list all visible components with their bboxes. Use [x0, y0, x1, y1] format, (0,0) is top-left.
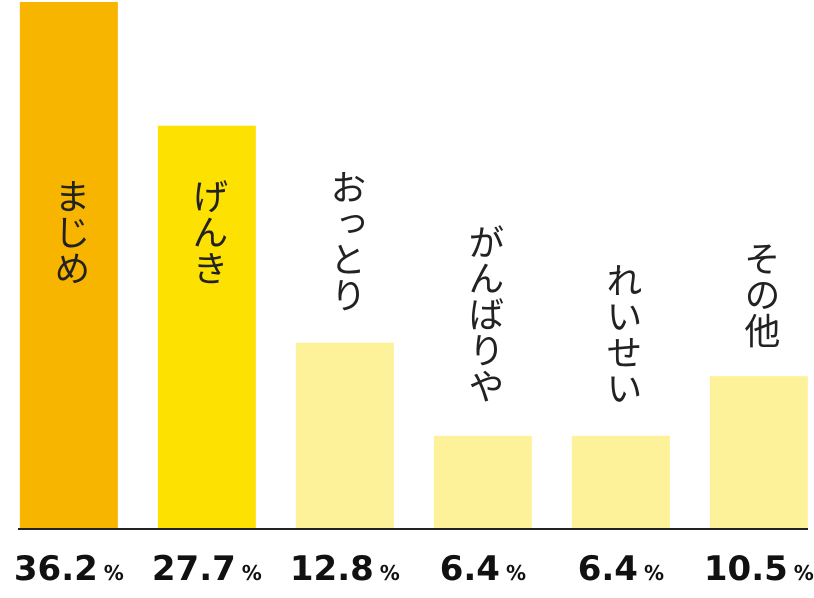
category-label: げんき: [186, 178, 227, 286]
value-label: 12.8%: [290, 549, 400, 589]
category-label: れいせい: [600, 262, 641, 406]
category-label: おっとり: [324, 169, 365, 313]
value-label: 6.4%: [578, 549, 664, 589]
value-label: 36.2%: [14, 549, 124, 589]
value-label: 27.7%: [152, 549, 262, 589]
bar: [433, 435, 532, 529]
category-label: がんばりや: [462, 224, 503, 404]
bar: [295, 342, 394, 529]
bar: [709, 376, 808, 529]
bar: [571, 435, 670, 529]
bar: [157, 125, 256, 529]
value-label: 6.4%: [440, 549, 526, 589]
value-label: 10.5%: [704, 549, 814, 589]
category-label: その他: [738, 240, 780, 348]
bar: [19, 2, 118, 529]
category-label: まじめ: [48, 178, 89, 286]
